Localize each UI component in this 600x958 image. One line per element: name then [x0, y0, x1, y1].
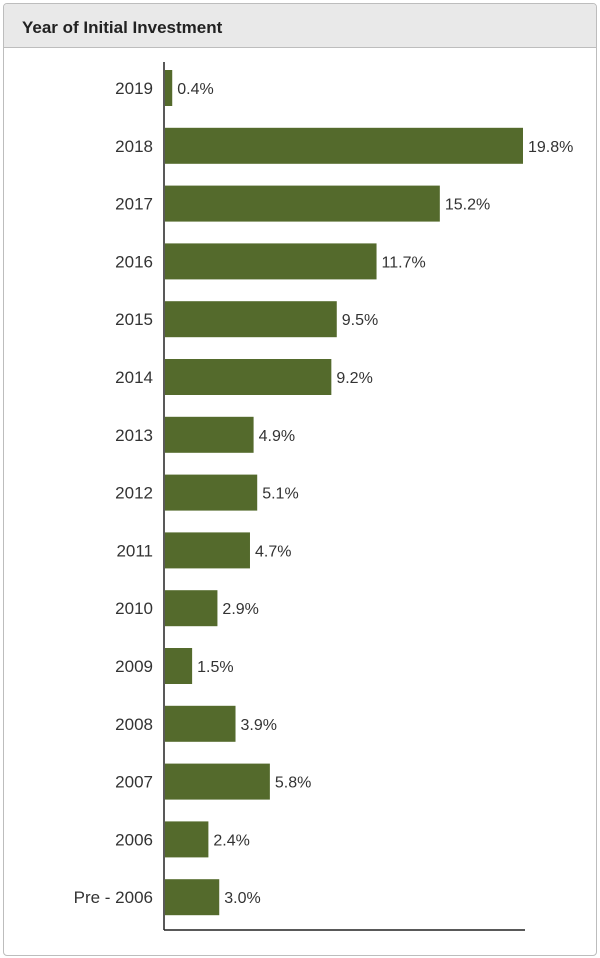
bar[interactable] — [165, 185, 440, 222]
bar[interactable] — [165, 879, 220, 916]
value-label: 0.4% — [177, 81, 213, 98]
bar[interactable] — [165, 416, 254, 453]
category-label: 2010 — [115, 599, 153, 618]
category-label: 2019 — [115, 79, 153, 98]
bar[interactable] — [165, 474, 258, 511]
value-label: 5.8% — [275, 775, 311, 792]
category-label: Pre - 2006 — [74, 888, 153, 907]
category-label: 2012 — [115, 484, 153, 503]
value-label: 11.7% — [382, 254, 426, 271]
value-label: 9.2% — [336, 370, 372, 387]
category-label: 2014 — [115, 368, 153, 387]
value-label: 2.4% — [213, 832, 249, 849]
category-label: 2016 — [115, 252, 153, 271]
value-label: 4.9% — [259, 428, 295, 445]
category-label: 2011 — [116, 541, 153, 560]
category-label: 2017 — [115, 195, 153, 214]
bar[interactable] — [165, 590, 218, 627]
category-label: 2006 — [115, 830, 153, 849]
value-label: 9.5% — [342, 312, 378, 329]
bar[interactable] — [165, 821, 209, 858]
category-label: 2015 — [115, 310, 153, 329]
bar[interactable] — [165, 301, 337, 338]
value-label: 19.8% — [528, 139, 573, 156]
value-label: 1.5% — [197, 659, 233, 676]
value-label: 3.9% — [241, 717, 277, 734]
bar[interactable] — [165, 70, 173, 106]
category-label: 2009 — [115, 657, 153, 676]
bar[interactable] — [165, 243, 377, 280]
category-label: 2007 — [115, 773, 153, 792]
panel-header: Year of Initial Investment — [4, 4, 596, 48]
value-label: 5.1% — [262, 486, 298, 503]
value-label: 2.9% — [222, 601, 258, 618]
chart-title: Year of Initial Investment — [22, 18, 223, 37]
category-label: 2008 — [115, 715, 153, 734]
value-label: 4.7% — [255, 543, 291, 560]
value-label: 15.2% — [445, 197, 490, 214]
bar[interactable] — [165, 705, 236, 742]
bar[interactable] — [165, 532, 250, 569]
value-label: 3.0% — [224, 890, 260, 907]
bar[interactable] — [165, 359, 332, 395]
bar[interactable] — [165, 763, 270, 800]
category-label: 2013 — [115, 426, 153, 445]
bar[interactable] — [165, 127, 523, 164]
bar[interactable] — [165, 648, 193, 684]
category-label: 2018 — [115, 137, 153, 156]
